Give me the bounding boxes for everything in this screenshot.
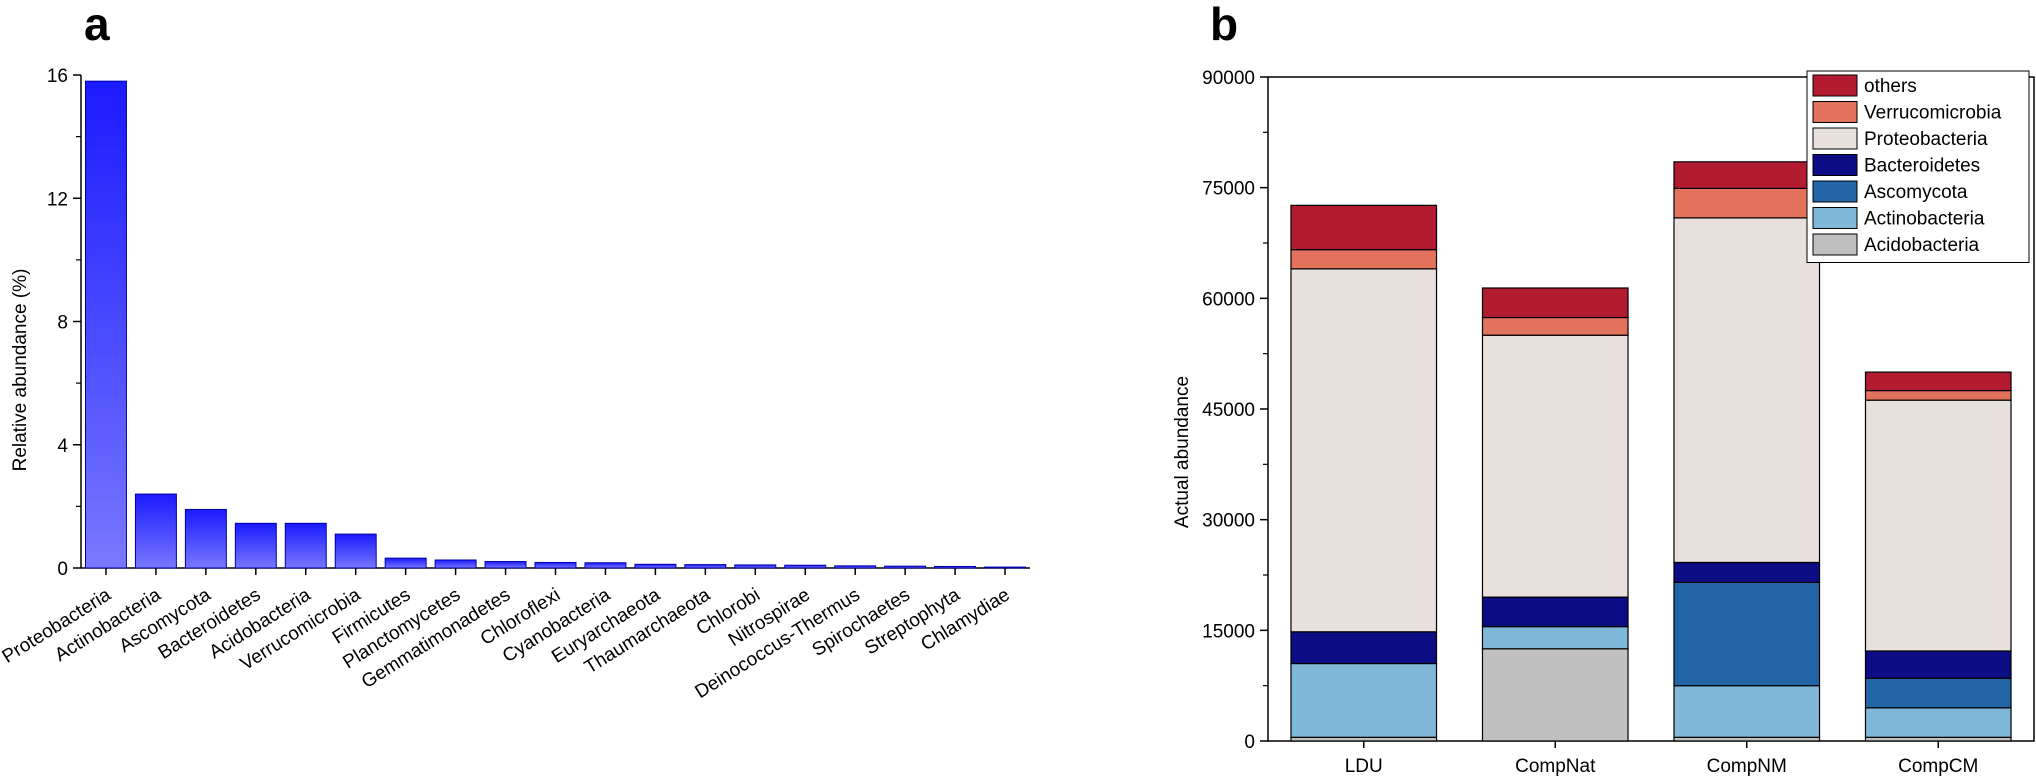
segment-ldu-proteobacteria: [1290, 268, 1438, 633]
segment-compcm-verrucomicrobia: [1864, 389, 2012, 401]
panel-b-stacked-bars: [1290, 161, 2012, 742]
y-tick-label: 12: [47, 189, 68, 210]
legend-label-bacteroidetes: Bacteroidetes: [1864, 156, 1980, 177]
bar-firmicutes: [384, 557, 427, 569]
bar-thaumarchaeota: [684, 564, 727, 569]
x-tick-label: CompNM: [1707, 756, 1787, 777]
segment-compnat-actinobacteria: [1481, 626, 1629, 650]
panel-a-letter: a: [84, 0, 110, 50]
y-tick-label: 45000: [1202, 400, 1255, 421]
bar-nitrospirae: [784, 564, 827, 569]
y-tick-label: 60000: [1202, 289, 1255, 310]
bar-proteobacteria: [84, 80, 127, 569]
bar-euryarchaeota: [634, 563, 677, 569]
panel-a-y-axis-label: Relative abundance (%): [10, 269, 31, 472]
bar-acidobacteria: [284, 522, 327, 569]
segment-compnm-bacteroidetes: [1673, 561, 1821, 583]
segment-compnm-proteobacteria: [1673, 217, 1821, 564]
segment-compnat-verrucomicrobia: [1481, 316, 1629, 336]
segment-compnm-verrucomicrobia: [1673, 187, 1821, 219]
bar-spirochaetes: [884, 565, 927, 569]
segment-compnm-ascomycota: [1673, 581, 1821, 687]
legend-label-acidobacteria: Acidobacteria: [1864, 235, 1980, 256]
segment-compnat-proteobacteria: [1481, 334, 1629, 598]
bar-gemmatimonadetes: [484, 561, 527, 569]
segment-compnm-actinobacteria: [1673, 685, 1821, 738]
bar-chloroflexi: [534, 561, 577, 569]
segment-compcm-ascomycota: [1864, 677, 2012, 709]
segment-compcm-others: [1864, 371, 2012, 392]
y-tick-label: 0: [57, 559, 68, 580]
y-tick-label: 75000: [1202, 179, 1255, 200]
bar-bacteroidetes: [234, 522, 277, 569]
legend-swatch-ascomycota: [1812, 180, 1858, 203]
legend-label-actinobacteria: Actinobacteria: [1864, 209, 1985, 230]
panel-a-y-ticks: 0 4 8 12 16: [47, 66, 81, 580]
y-tick-label: 30000: [1202, 511, 1255, 532]
bar-deinococcus-thermus: [834, 565, 877, 569]
segment-compnm-others: [1673, 161, 1821, 190]
bar-streptophyta: [934, 565, 977, 569]
panel-b-legend: others Verrucomicrobia Proteobacteria Bacte…: [1806, 70, 2030, 263]
x-tick-label: CompCM: [1898, 756, 1978, 777]
segment-compcm-proteobacteria: [1864, 399, 2012, 652]
bar-ascomycota: [184, 508, 227, 569]
legend-label-verrucomicrobia: Verrucomicrobia: [1864, 103, 2002, 124]
x-tick-label: CompNat: [1515, 756, 1596, 777]
segment-compnat-others: [1481, 287, 1629, 319]
panel-b: b Actual abundance 0 15000 30000 45000 60000…: [1172, 0, 2035, 777]
y-tick-label: 0: [1244, 732, 1255, 753]
segment-ldu-others: [1290, 204, 1438, 251]
segment-ldu-verrucomicrobia: [1290, 249, 1438, 270]
bar-chlamydiae: [984, 566, 1027, 569]
panel-a-x-tick-labels: ProteobacteriaActinobacteriaAscomycotaBa…: [0, 568, 1014, 703]
y-tick-label: 4: [57, 436, 68, 457]
segment-compcm-actinobacteria: [1864, 707, 2012, 738]
y-tick-label: 16: [47, 66, 68, 87]
panel-b-y-ticks: 0 15000 30000 45000 60000 75000 90000: [1202, 68, 1268, 753]
panel-a: a Relative abundance (%) 0 4 8 12 16 Proteob…: [0, 0, 1030, 703]
panel-b-x-tick-labels: LDU CompNat CompNM CompCM: [1345, 741, 1978, 777]
legend-swatch-bacteroidetes: [1812, 154, 1858, 176]
bar-planctomycetes: [434, 559, 477, 569]
panel-a-bars: [84, 80, 1027, 569]
legend-swatch-acidobacteria: [1812, 233, 1858, 256]
panel-b-letter: b: [1210, 0, 1238, 50]
legend-label-others: others: [1864, 76, 1917, 97]
segment-compnat-acidobacteria: [1481, 648, 1629, 742]
legend-swatch-verrucomicrobia: [1812, 101, 1858, 123]
segment-ldu-actinobacteria: [1290, 662, 1438, 738]
bar-chlorobi: [734, 564, 777, 569]
legend-label-ascomycota: Ascomycota: [1864, 182, 1968, 203]
legend-swatch-others: [1812, 74, 1858, 97]
bar-actinobacteria: [134, 493, 177, 569]
bar-verrucomicrobia: [334, 533, 377, 569]
y-tick-label: 90000: [1202, 68, 1255, 89]
legend-swatch-proteobacteria: [1812, 127, 1858, 150]
segment-compcm-bacteroidetes: [1864, 650, 2012, 679]
legend-swatch-actinobacteria: [1812, 207, 1858, 229]
y-tick-label: 8: [57, 313, 68, 334]
x-tick-label: LDU: [1345, 756, 1383, 777]
segment-compnat-bacteroidetes: [1481, 596, 1629, 628]
legend-label-proteobacteria: Proteobacteria: [1864, 129, 1988, 150]
y-tick-label: 15000: [1202, 621, 1255, 642]
segment-ldu-bacteroidetes: [1290, 631, 1438, 665]
panel-b-y-axis-label: Actual abundance: [1172, 376, 1193, 528]
bar-cyanobacteria: [584, 562, 627, 569]
